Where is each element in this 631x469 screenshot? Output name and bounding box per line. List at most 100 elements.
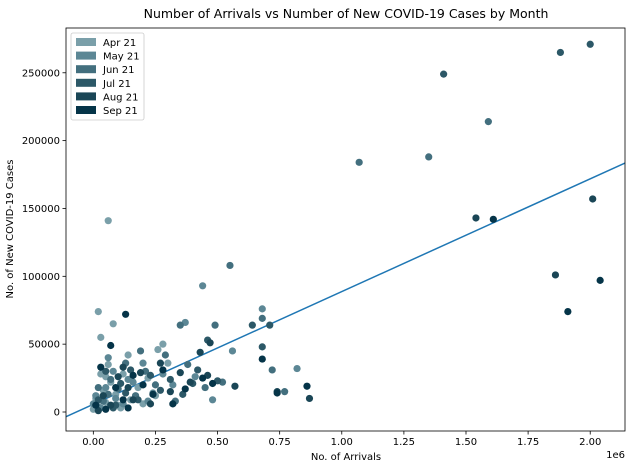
trendline-layer	[66, 162, 625, 418]
data-point	[156, 386, 165, 394]
data-point	[136, 369, 145, 377]
x-tick-label: 0.75	[269, 437, 291, 448]
data-point	[104, 217, 112, 225]
data-point	[126, 366, 135, 374]
data-point	[226, 261, 234, 270]
data-point	[159, 366, 167, 374]
data-point	[92, 401, 100, 409]
data-point	[556, 48, 565, 57]
data-point	[122, 310, 130, 318]
data-point	[355, 158, 363, 166]
data-point	[139, 381, 147, 389]
data-point	[231, 382, 239, 390]
legend-swatch	[76, 78, 96, 87]
data-point	[425, 153, 433, 161]
legend-swatch	[76, 51, 96, 60]
data-point	[112, 394, 120, 403]
data-point	[119, 363, 127, 371]
x-tick-label: 0.50	[206, 437, 228, 448]
data-point	[266, 321, 274, 329]
y-tick-label: 0	[54, 408, 60, 419]
data-point	[596, 276, 604, 284]
data-point	[305, 394, 314, 403]
data-point	[124, 383, 132, 392]
data-point	[164, 359, 172, 367]
y-tick-label: 100000	[22, 272, 60, 283]
y-tick-label: 150000	[22, 204, 60, 215]
data-point	[169, 381, 177, 389]
data-point	[129, 371, 137, 379]
data-point	[156, 359, 165, 367]
data-point	[191, 373, 199, 381]
data-point	[94, 307, 102, 316]
data-point	[181, 385, 189, 393]
x-tick-label: 0.25	[144, 437, 166, 448]
x-axis-offset-text: 1e6	[606, 450, 625, 461]
x-tick-label: 1.25	[393, 437, 415, 448]
data-point	[179, 390, 187, 398]
data-point	[258, 355, 266, 363]
data-point	[166, 375, 174, 384]
x-axis-label: No. of Arrivals	[311, 452, 381, 463]
x-tick-label: 1.50	[455, 437, 477, 448]
legend-label: May 21	[103, 52, 140, 63]
data-point	[206, 339, 214, 347]
data-point	[248, 321, 256, 329]
data-point	[129, 396, 137, 404]
legend-swatch	[76, 106, 96, 114]
data-point	[184, 360, 192, 369]
trendline	[66, 162, 625, 418]
data-point	[440, 70, 448, 78]
data-point	[94, 407, 102, 415]
data-point	[109, 367, 117, 375]
data-point	[176, 369, 184, 377]
data-point	[107, 375, 115, 384]
data-point	[228, 347, 237, 355]
data-point	[194, 366, 202, 374]
data-point	[196, 348, 204, 356]
data-point	[114, 373, 122, 381]
data-point	[281, 388, 289, 396]
data-point	[208, 379, 217, 388]
data-point	[136, 347, 145, 355]
legend-swatch	[76, 38, 96, 46]
data-point	[109, 320, 117, 328]
data-point	[94, 396, 102, 404]
data-point	[169, 400, 177, 408]
data-point	[208, 396, 217, 404]
legend-label: Jul 21	[102, 79, 131, 90]
x-tick-label: 2.00	[579, 437, 601, 448]
data-point	[146, 400, 155, 408]
data-point	[149, 390, 157, 398]
data-point	[94, 383, 102, 392]
data-point	[97, 363, 105, 371]
data-point	[199, 282, 207, 290]
data-point	[551, 271, 560, 279]
data-point	[586, 40, 594, 48]
legend-swatch	[76, 65, 96, 74]
data-point	[159, 340, 167, 348]
legend-label: Apr 21	[103, 38, 136, 49]
data-point	[176, 321, 184, 329]
data-point	[124, 375, 132, 384]
data-point	[104, 360, 112, 369]
legend-label: Jun 21	[102, 65, 135, 76]
data-point	[303, 382, 311, 390]
data-point	[211, 321, 219, 329]
data-point	[166, 388, 174, 396]
data-point	[97, 333, 105, 341]
data-point	[201, 383, 209, 392]
data-point	[102, 367, 110, 375]
data-point	[589, 195, 597, 203]
y-tick-label: 50000	[28, 340, 60, 351]
data-point	[146, 371, 155, 379]
data-point	[99, 392, 107, 400]
chart-title: Number of Arrivals vs Number of New COVI…	[144, 6, 549, 21]
data-point	[104, 354, 112, 362]
data-point	[161, 351, 169, 359]
x-tick-label: 0.00	[82, 437, 104, 448]
data-point	[199, 374, 207, 382]
plot-area-frame	[65, 27, 626, 432]
legend-swatch	[76, 92, 96, 101]
